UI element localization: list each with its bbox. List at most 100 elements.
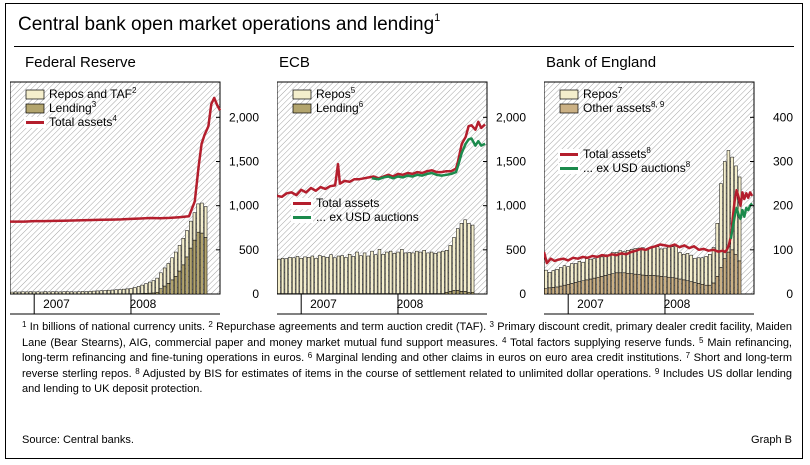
bar-upper [663, 247, 667, 278]
bar-upper [129, 288, 133, 294]
legend-label-text: Repos [583, 87, 618, 101]
bar-upper [726, 150, 731, 253]
bar-upper [633, 248, 637, 275]
bar-upper [340, 255, 344, 294]
bar-upper [118, 289, 122, 294]
bar-lower [196, 231, 200, 295]
bar-upper [92, 290, 96, 294]
bar-upper [441, 250, 445, 294]
y-tick-label: 1,500 [496, 155, 526, 169]
legend-middle: Total assets8... ex USD auctions8 [558, 146, 691, 175]
bar-lower [596, 276, 600, 295]
legend-label: Lending3 [49, 100, 97, 115]
bar-upper [36, 291, 40, 295]
bar-upper [641, 247, 645, 276]
bar-upper [333, 257, 337, 294]
bar-upper [626, 250, 630, 274]
bar-lower [659, 276, 664, 295]
bar-upper [69, 291, 74, 295]
bar-lower [618, 272, 623, 295]
source-note: Source: Central banks. [22, 434, 134, 446]
bar-upper [21, 291, 25, 295]
footnote-mark: 1 [22, 320, 27, 329]
bar-upper [689, 254, 693, 282]
bar-upper [314, 257, 318, 294]
bar-upper [17, 291, 21, 295]
legend-footnote-mark: 6 [359, 100, 364, 109]
bar-upper [622, 251, 626, 274]
bar-lower [203, 237, 208, 295]
bar-lower [200, 232, 204, 295]
bar-upper [133, 287, 137, 294]
footnote-text: Marginal lending and other claims in eur… [312, 352, 686, 364]
legend-swatch [559, 103, 579, 114]
bar-upper [415, 250, 419, 294]
bar-upper [437, 251, 441, 294]
legend-label-text: Repos and TAF [49, 87, 132, 101]
y-tick-label: 500 [239, 243, 259, 257]
legend-label: Total assets [316, 196, 379, 210]
x-tick-label: 2007 [577, 297, 604, 311]
bar-lower [685, 280, 690, 295]
bar-upper [181, 238, 185, 266]
bar-lower [696, 283, 701, 295]
bar-upper [693, 257, 697, 283]
bar-lower [603, 275, 608, 295]
bar-upper [321, 256, 326, 294]
y-tick-label: 0 [519, 287, 526, 301]
legend-label-text: Total assets [49, 115, 112, 129]
bar-upper [155, 277, 159, 293]
bar-upper [140, 284, 144, 294]
bar-upper [10, 291, 14, 295]
bar-upper [392, 253, 397, 294]
bar-lower [655, 275, 660, 295]
bar-upper [467, 223, 471, 293]
bar-upper [452, 237, 456, 291]
bar-upper [344, 257, 348, 294]
y-tick-label: 500 [506, 243, 526, 257]
bar-lower [463, 291, 467, 295]
legend-label: Total assets8 [583, 146, 651, 161]
legend-footnote-mark: 4 [112, 114, 117, 123]
bar-upper [318, 255, 322, 294]
footnote-text: Total factors supplying reserve funds. [506, 336, 700, 349]
x-tick-label: 2008 [397, 297, 424, 311]
bar-upper [407, 252, 411, 294]
footnote-mark: 4 [501, 335, 507, 345]
legend-label: Repos5 [316, 86, 356, 101]
bar-lower [185, 256, 189, 295]
bar-upper [277, 258, 281, 294]
bar-upper [196, 203, 200, 233]
bar-upper [299, 257, 303, 294]
bar-upper [174, 251, 178, 277]
y-tick-label: 2,000 [496, 110, 526, 124]
bar-lower [607, 274, 611, 295]
bar-upper [570, 263, 574, 284]
bar-upper [711, 247, 716, 284]
bar-lower [555, 286, 559, 295]
line-ex-usd-auctions [729, 202, 754, 240]
y-tick-label: 200 [773, 199, 793, 213]
bar-lower [648, 275, 652, 295]
bar-lower [459, 291, 464, 295]
bar-upper [573, 263, 578, 283]
bar-upper [329, 254, 333, 294]
bar-upper [678, 252, 682, 280]
bar-lower [704, 284, 708, 295]
bar-upper [388, 250, 393, 294]
bar-upper [596, 256, 600, 278]
bar-lower [189, 247, 193, 295]
bar-upper [355, 251, 359, 294]
legend-label-text: Total assets [583, 147, 646, 161]
bar-upper [659, 248, 664, 277]
bar-upper [670, 246, 675, 278]
bar-lower [682, 279, 686, 295]
y-tick-label: 2,000 [229, 110, 259, 124]
bar-upper [648, 247, 652, 276]
line-ex-usd-auctions [371, 137, 486, 181]
bar-upper [62, 291, 66, 295]
legend-label: Repos and TAF2 [49, 86, 137, 101]
bar-upper [292, 257, 296, 294]
bar-lower [181, 264, 185, 295]
